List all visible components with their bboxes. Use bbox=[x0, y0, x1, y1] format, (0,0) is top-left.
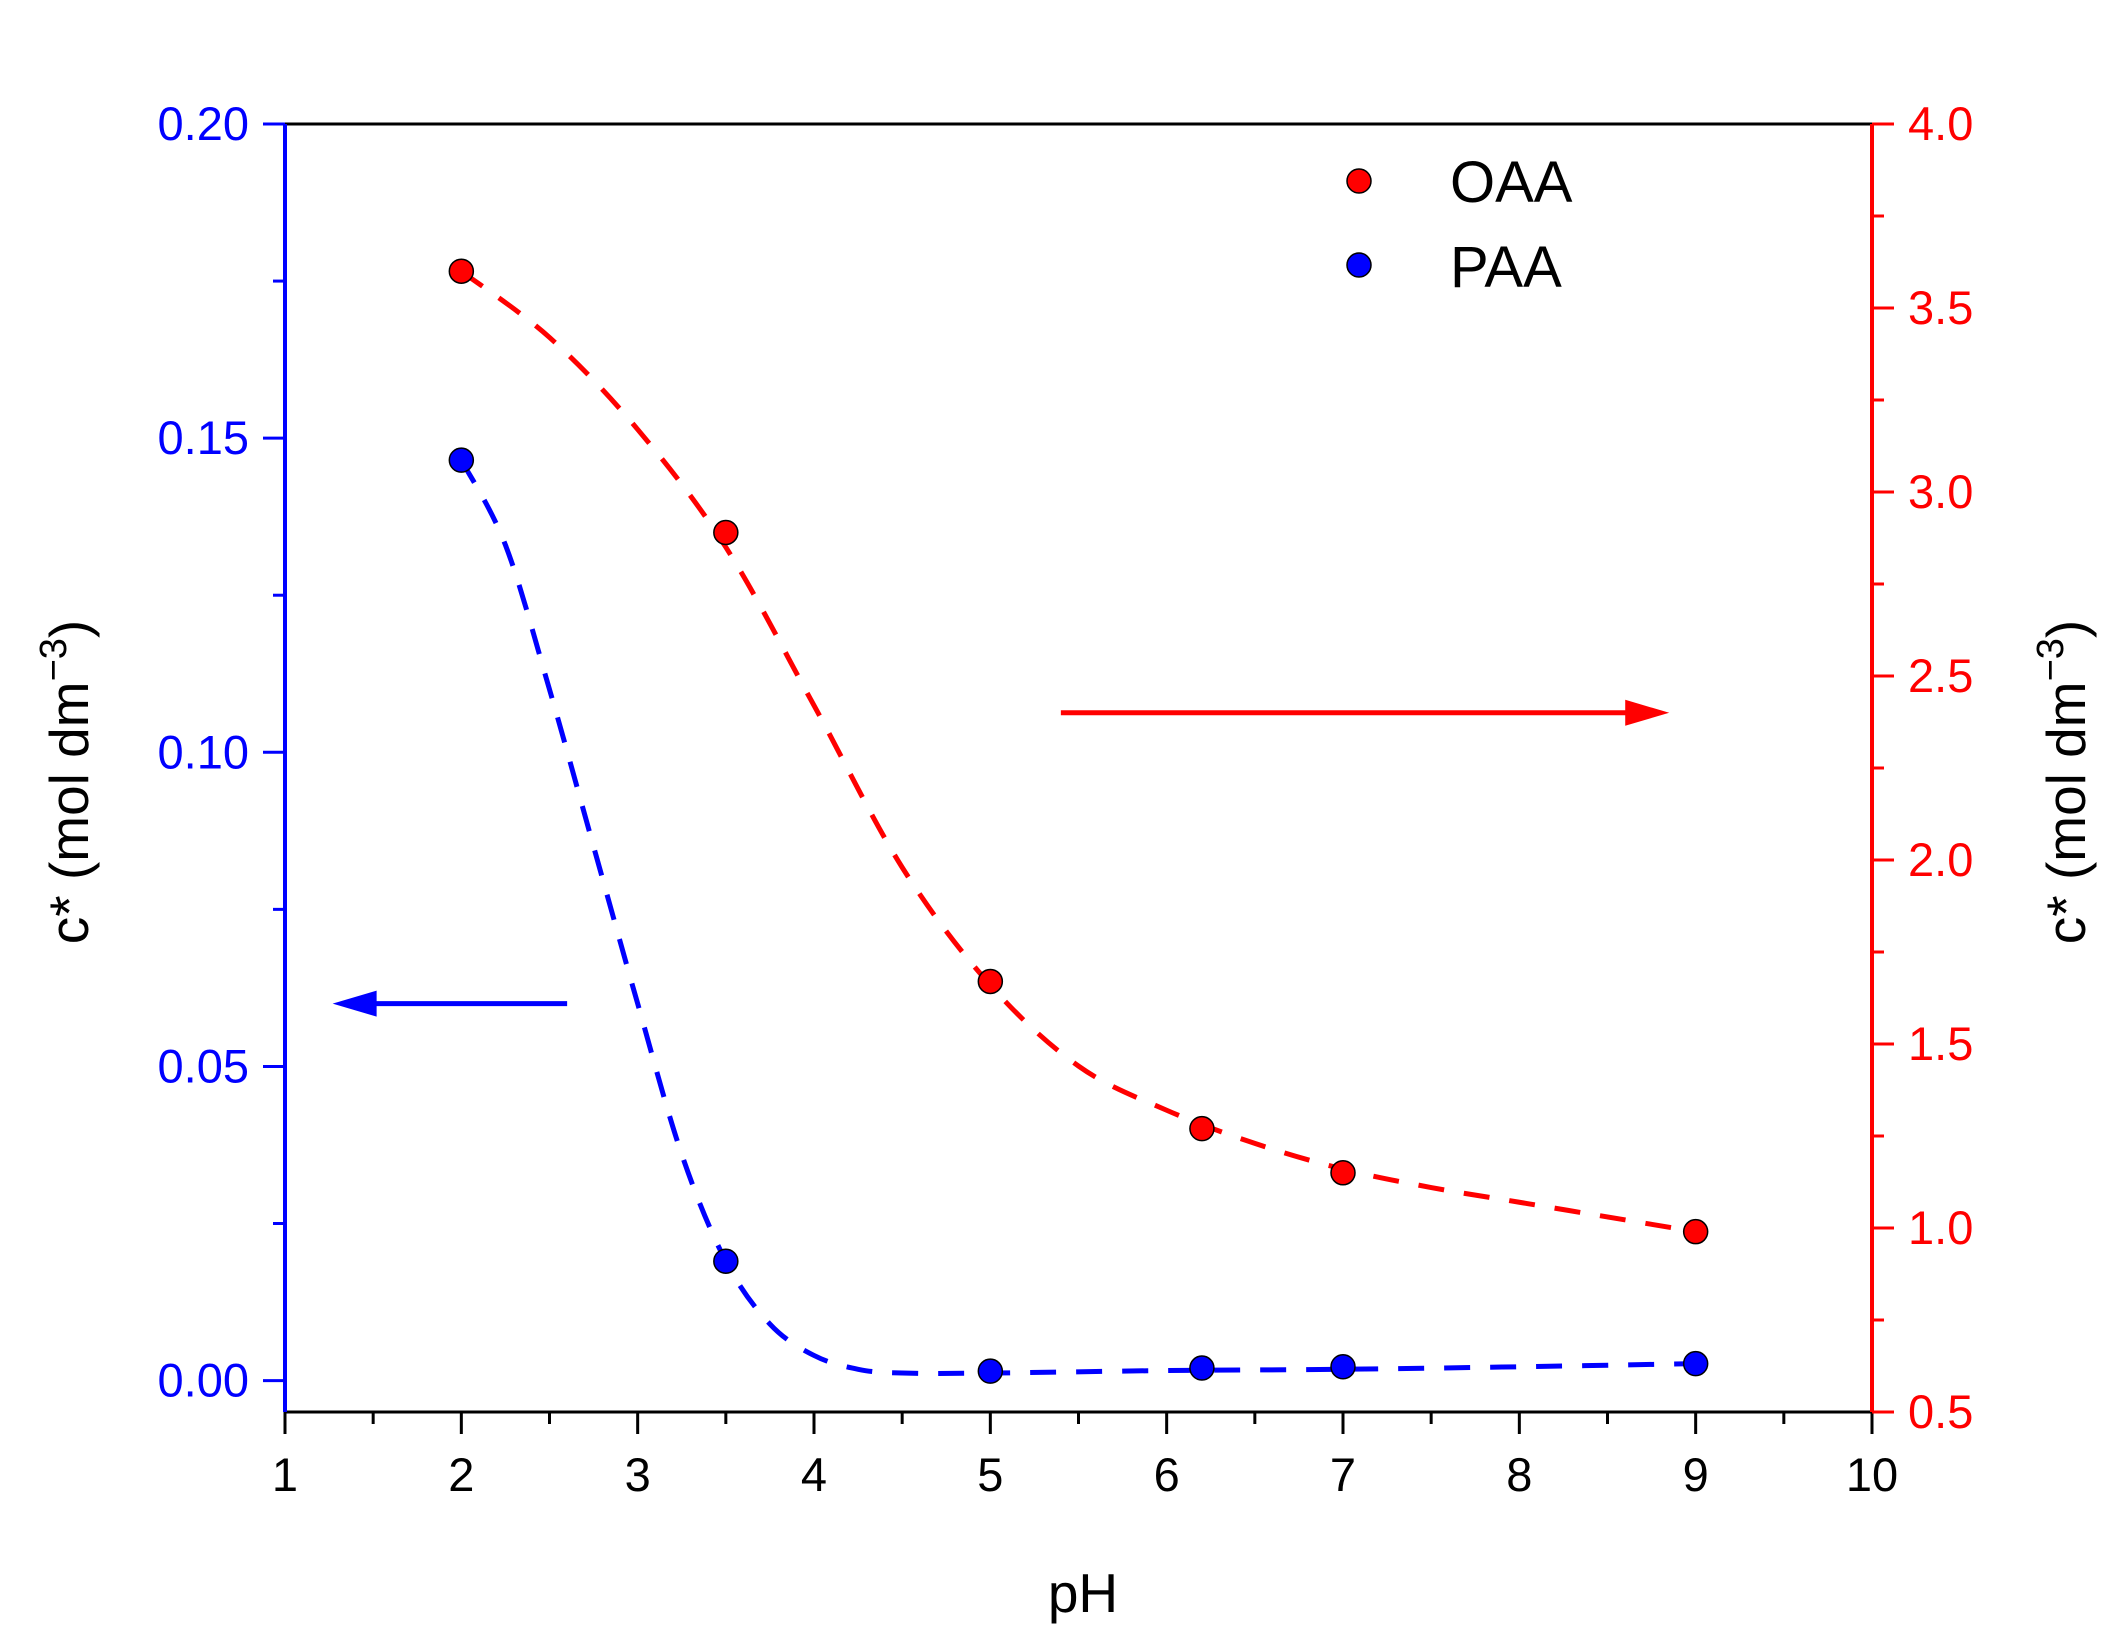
left-y-tick-label: 0.20 bbox=[158, 97, 249, 150]
legend: OAA PAA bbox=[1346, 150, 1573, 300]
right-y-axis: 0.5 1.0 1.5 2.0 2.5 3.0 3.5 4.0 bbox=[1872, 97, 1973, 1438]
data-points bbox=[448, 258, 1709, 1384]
data-point-paa bbox=[1682, 1350, 1709, 1377]
plot-frame bbox=[283, 122, 1874, 1414]
legend-label-paa: PAA bbox=[1450, 235, 1562, 300]
fit-curve-oaa bbox=[459, 269, 1697, 1235]
right-y-tick-label: 3.0 bbox=[1908, 465, 1973, 518]
x-tick-label: 3 bbox=[625, 1448, 651, 1501]
arrow-left-head bbox=[332, 990, 377, 1017]
left-y-axis-title-close: ) bbox=[38, 620, 100, 638]
x-tick-label: 4 bbox=[801, 1448, 827, 1501]
x-tick-label: 1 bbox=[272, 1448, 298, 1501]
left-y-tick-label: 0.05 bbox=[158, 1039, 249, 1092]
right-y-axis-title: c* (mol dm−3) bbox=[2030, 620, 2097, 944]
x-tick-label: 10 bbox=[1846, 1448, 1898, 1501]
left-y-axis-title-exponent: −3 bbox=[33, 638, 75, 681]
data-point-paa bbox=[1189, 1355, 1215, 1381]
x-tick-label: 7 bbox=[1330, 1448, 1356, 1501]
x-axis-title: pH bbox=[1048, 1562, 1118, 1624]
x-axis: 1 2 3 4 5 6 7 8 9 10 bbox=[272, 1412, 1898, 1501]
right-y-tick-label: 4.0 bbox=[1908, 97, 1973, 150]
data-point-oaa bbox=[1189, 1115, 1215, 1142]
right-y-tick-label: 1.5 bbox=[1908, 1017, 1973, 1070]
legend-marker-paa bbox=[1346, 252, 1372, 278]
x-tick-label: 2 bbox=[448, 1448, 474, 1501]
x-tick-label: 6 bbox=[1154, 1448, 1180, 1501]
data-point-paa bbox=[713, 1248, 739, 1274]
right-y-tick-label: 2.0 bbox=[1908, 833, 1973, 886]
data-point-paa bbox=[1330, 1354, 1356, 1380]
right-y-tick-label: 2.5 bbox=[1908, 649, 1973, 702]
left-y-axis-title-main: c* (mol dm bbox=[38, 681, 100, 944]
legend-label-oaa: OAA bbox=[1450, 150, 1573, 215]
right-y-axis-title-close: ) bbox=[2035, 620, 2097, 638]
left-y-axis-title: c* (mol dm−3) bbox=[33, 620, 100, 944]
data-point-oaa bbox=[1682, 1218, 1709, 1245]
x-tick-label: 9 bbox=[1683, 1448, 1709, 1501]
left-y-tick-label: 0.15 bbox=[158, 411, 249, 464]
axis-arrows bbox=[332, 699, 1670, 1017]
left-y-tick-label: 0.00 bbox=[158, 1354, 249, 1407]
data-point-oaa bbox=[1330, 1160, 1356, 1186]
fit-curves bbox=[459, 269, 1697, 1376]
data-point-oaa bbox=[448, 258, 475, 284]
left-y-axis: 0.00 0.05 0.10 0.15 0.20 bbox=[158, 97, 285, 1407]
right-y-tick-label: 1.0 bbox=[1908, 1201, 1973, 1254]
data-point-paa bbox=[448, 447, 475, 473]
right-y-axis-title-exponent: −3 bbox=[2030, 638, 2072, 681]
x-tick-label: 5 bbox=[977, 1448, 1003, 1501]
legend-marker-oaa bbox=[1346, 168, 1372, 194]
data-point-oaa bbox=[977, 968, 1004, 995]
data-point-oaa bbox=[713, 519, 739, 546]
right-y-tick-label: 3.5 bbox=[1908, 281, 1973, 334]
data-point-paa bbox=[977, 1358, 1004, 1384]
right-y-tick-label: 0.5 bbox=[1908, 1385, 1973, 1438]
x-tick-label: 8 bbox=[1506, 1448, 1532, 1501]
right-y-axis-title-main: c* (mol dm bbox=[2035, 681, 2097, 944]
arrow-right-head bbox=[1625, 699, 1670, 726]
fit-curve-paa bbox=[459, 458, 1696, 1376]
left-y-tick-label: 0.10 bbox=[158, 725, 249, 778]
